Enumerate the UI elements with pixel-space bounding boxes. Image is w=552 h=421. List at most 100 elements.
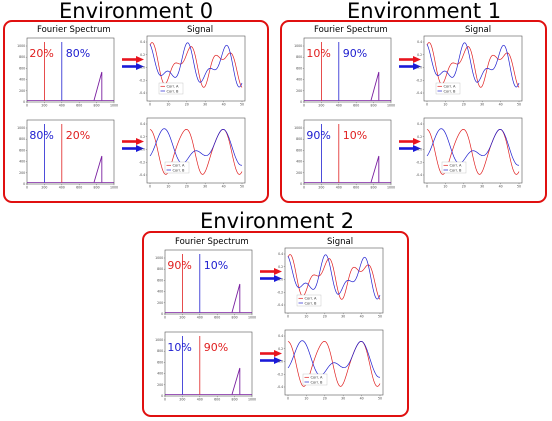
signal-legend-box <box>302 373 328 386</box>
spectrum-y-tick-label: 800 <box>157 349 163 353</box>
spectrum-axes-frame <box>26 119 115 185</box>
spectrum-axes-frame <box>164 331 253 397</box>
spectrum-y-tick-label: 800 <box>296 137 302 141</box>
signal-x-tick-label: 50 <box>378 396 382 400</box>
spectrum-left-percent: 10% <box>167 341 191 354</box>
env0-box <box>3 20 269 203</box>
signal-x-tick-label: 30 <box>341 314 345 318</box>
signal-x-tick-label: 20 <box>323 396 327 400</box>
spectrum-x-tick-label: 1000 <box>248 315 256 319</box>
spectrum-axes-frame <box>164 249 253 315</box>
spectrum-y-tick-label: 200 <box>157 383 163 387</box>
env2-signal-header: Signal <box>327 237 354 247</box>
spectrum-x-tick-label: 800 <box>232 397 238 401</box>
spectrum-x-tick-label: 800 <box>232 315 238 319</box>
signal-y-tick-label: 0.4 <box>140 122 145 126</box>
env1-spectrum-header: Fourier Spectrum <box>314 25 388 35</box>
legend-label-a: Corr. A <box>167 85 180 89</box>
signal-y-tick-label: -0.4 <box>277 385 283 389</box>
spectrum-x-tick-label: 0 <box>303 103 305 107</box>
signal-y-tick-label: -0.2 <box>139 78 145 82</box>
spectrum-axes-frame <box>303 37 392 103</box>
env1-box <box>280 20 547 203</box>
signal-y-tick-label: -0.2 <box>416 160 422 164</box>
spectrum-y-tick-label: 0 <box>300 182 302 186</box>
signal-y-tick-label: 0.2 <box>417 135 422 139</box>
spectrum-x-tick-label: 800 <box>371 103 377 107</box>
signal-plot: 0.4 0.2 0.0 -0.2 -0.4 0 10 20 30 40 50 Corr. ACorr.… <box>139 117 246 188</box>
signal-plot: 0.4 0.2 0.0 -0.2 -0.4 0 10 20 30 40 50 Corr. ACorr.… <box>277 329 384 400</box>
red-arrow-head <box>413 56 421 63</box>
spectrum-axes-frame <box>26 37 115 103</box>
spectrum-y-tick-label: 0 <box>23 100 25 104</box>
spectrum-y-tick-label: 400 <box>19 160 25 164</box>
blue-arrow-head <box>136 63 144 70</box>
red-arrow-head <box>136 138 144 145</box>
signal-curve-b <box>426 42 520 88</box>
spectrum-right-percent: 90% <box>204 341 228 354</box>
signal-x-tick-label: 10 <box>304 314 308 318</box>
spectrum-y-tick-label: 1000 <box>155 338 163 342</box>
signal-y-tick-label: 0.0 <box>278 278 283 282</box>
signal-x-tick-label: 0 <box>287 396 289 400</box>
spectrum-right-percent: 20% <box>66 129 90 142</box>
spectrum-y-tick-label: 200 <box>19 171 25 175</box>
signal-x-tick-label: 0 <box>149 184 151 188</box>
signal-x-tick-label: 40 <box>499 184 503 188</box>
mapping-arrows <box>399 56 421 70</box>
signal-legend-box <box>296 294 322 307</box>
signal-y-tick-label: 0.0 <box>417 148 422 152</box>
red-arrow-head <box>413 138 421 145</box>
signal-y-tick-label: 0.0 <box>140 148 145 152</box>
signal-x-tick-label: 50 <box>517 184 521 188</box>
spectrum-y-tick-label: 800 <box>157 267 163 271</box>
spectrum-x-tick-label: 1000 <box>110 103 118 107</box>
spectrum-axes-frame <box>303 119 392 185</box>
mapping-arrows <box>399 138 421 152</box>
signal-legend-box <box>164 161 190 174</box>
mapping-arrows <box>122 56 144 70</box>
signal-y-tick-label: 0.0 <box>417 66 422 70</box>
signal-x-tick-label: 40 <box>360 314 364 318</box>
signal-y-tick-label: -0.4 <box>139 173 145 177</box>
spectrum-y-tick-label: 1000 <box>294 44 302 48</box>
legend-label-b: Corr. B <box>311 380 324 384</box>
spectrum-x-tick-label: 200 <box>179 397 185 401</box>
spectrum-y-tick-label: 800 <box>296 55 302 59</box>
spectrum-y-tick-label: 200 <box>157 301 163 305</box>
signal-x-tick-label: 50 <box>378 314 382 318</box>
spectrum-x-tick-label: 400 <box>197 315 203 319</box>
signal-plot: 0.4 0.2 0.0 -0.2 -0.4 0 10 20 30 40 50 Corr. ACorr.… <box>277 247 384 318</box>
spectrum-y-tick-label: 1000 <box>294 126 302 130</box>
signal-x-tick-label: 50 <box>240 184 244 188</box>
signal-y-tick-label: 0.0 <box>278 360 283 364</box>
signal-x-tick-label: 30 <box>480 184 484 188</box>
signal-x-tick-label: 20 <box>462 102 466 106</box>
signal-y-tick-label: 0.2 <box>278 347 283 351</box>
spectrum-x-tick-label: 200 <box>179 315 185 319</box>
spectrum-x-tick-label: 800 <box>371 185 377 189</box>
signal-x-tick-label: 20 <box>185 184 189 188</box>
signal-x-tick-label: 30 <box>480 102 484 106</box>
signal-x-tick-label: 30 <box>203 184 207 188</box>
signal-x-tick-label: 50 <box>240 102 244 106</box>
env2-title: Environment 2 <box>200 209 355 233</box>
blue-arrow-head <box>413 145 421 152</box>
spectrum-y-tick-label: 400 <box>19 78 25 82</box>
spectrum-y-tick-label: 600 <box>296 66 302 70</box>
env2-box <box>142 231 409 417</box>
env0-title: Environment 0 <box>59 0 214 23</box>
spectrum-y-tick-label: 400 <box>157 372 163 376</box>
spectrum-y-tick-label: 400 <box>157 290 163 294</box>
spectrum-spike <box>231 367 241 395</box>
signal-legend-box <box>441 161 467 174</box>
mapping-arrows <box>260 350 282 364</box>
signal-x-tick-label: 0 <box>426 102 428 106</box>
spectrum-x-tick-label: 0 <box>26 185 28 189</box>
signal-x-tick-label: 0 <box>287 314 289 318</box>
